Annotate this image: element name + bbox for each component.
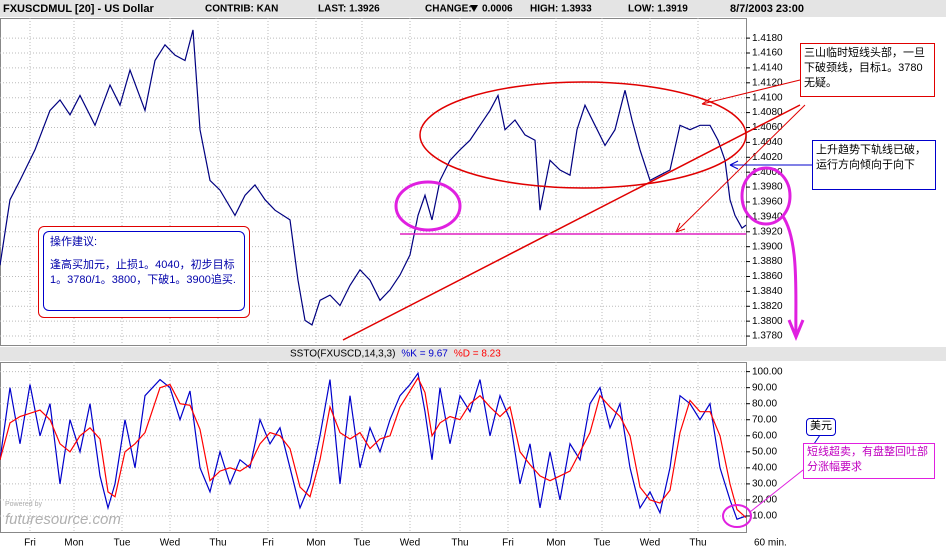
arrow [675,104,806,233]
arrowhead [701,97,713,107]
symbol: FXUSCDMUL [20] - US Dollar [3,3,154,15]
pink-arrow [780,214,798,336]
y-tick-label: 60.00 [752,430,777,441]
x-tick-label: Fri [262,538,274,549]
x-axis-label: 60 min. [754,538,787,549]
arrowhead [675,222,686,233]
watermark-site: futuresource.com [5,511,121,528]
x-tick-label: Tue [354,538,371,549]
pink-arrowhead [787,319,805,341]
x-tick-label: Fri [24,538,36,549]
usd-tag: 美元 [806,418,836,436]
data-line [0,29,747,326]
low: LOW: 1.3919 [628,4,688,15]
y-tick-label: 1.3860 [752,271,783,282]
x-tick-label: Thu [689,538,706,549]
y-tick-label: 1.3800 [752,316,783,327]
legend-entry: %K = 9.67 [401,349,448,360]
y-tick-label: 1.3840 [752,286,783,297]
indicator-bar [0,347,946,361]
x-tick-label: Mon [546,538,565,549]
y-tick-label: 1.4020 [752,152,783,163]
change-label: CHANGE: [425,4,472,15]
last: LAST: 1.3926 [318,4,380,15]
x-tick-label: Thu [209,538,226,549]
datetime: 8/7/2003 23:00 [730,3,804,15]
x-tick-label: Wed [640,538,660,549]
trend-line [342,104,801,341]
y-tick-label: 1.3780 [752,331,783,342]
pink-ellipse [740,166,792,226]
y-tick-label: 1.3920 [752,226,783,237]
y-tick-label: 80.00 [752,398,777,409]
note-top-right: 三山临时短线头部，一旦下破颈线，目标1。3780无疑。 [800,43,935,97]
y-tick-label: 50.00 [752,446,777,457]
y-tick-label: 1.3980 [752,182,783,193]
data-line [0,371,747,520]
down-arrow-icon [470,5,478,12]
y-tick-label: 1.4080 [752,107,783,118]
contrib: CONTRIB: KAN [205,4,278,15]
annotation-shapes [342,79,821,528]
change-value: 0.0006 [482,4,513,15]
pink-ellipse [394,180,462,232]
y-tick-label: 90.00 [752,382,777,393]
y-tick-label: 70.00 [752,414,777,425]
arrow [701,79,801,105]
y-tick-label: 1.3900 [752,241,783,252]
pink-ellipse [722,504,752,528]
x-tick-label: Wed [160,538,180,549]
y-tick-label: 10.00 [752,511,777,522]
data-line [0,376,747,519]
plot-layer: 1.3780 1.3800 1.3820 1.3840 1.3860 1.3880 1.39… [0,18,787,549]
y-tick-label: 1.4000 [752,167,783,178]
pink-line [749,469,804,513]
indicator-title: SSTO(FXUSCD,14,3,3) [290,349,395,360]
arrowhead [729,160,739,170]
y-tick-label: 1.3960 [752,197,783,208]
y-tick-label: 40.00 [752,462,777,473]
x-tick-label: Thu [451,538,468,549]
watermark-powered: Powered by [5,501,42,508]
x-tick-label: Tue [114,538,131,549]
legend-entry: %D = 8.23 [454,349,501,360]
header: FXUSCDMUL [20] - US Dollar CONTRIB: KAN … [3,3,804,15]
x-tick-label: Fri [502,538,514,549]
indicator-panel [0,362,747,533]
y-tick-label: 1.4180 [752,33,783,44]
x-tick-label: Tue [594,538,611,549]
y-tick-label: 1.3940 [752,212,783,223]
y-tick-label: 100.00 [752,366,783,377]
top-ellipse [419,81,747,189]
note-trend: 上升趋势下轨线已破，运行方向倾向于向下 [812,140,936,190]
y-tick-label: 1.3820 [752,301,783,312]
y-tick-label: 1.4160 [752,48,783,59]
advice-inner: 操作建议: 逢高买加元，止损1。4040，初步目标1。3780/1。3800，下… [43,231,245,311]
advice-outer: 操作建议: 逢高买加元，止损1。4040，初步目标1。3780/1。3800，下… [38,226,250,318]
y-tick-label: 1.4120 [752,77,783,88]
y-tick-label: 1.4100 [752,92,783,103]
high: HIGH: 1.3933 [530,4,592,15]
x-tick-label: Mon [306,538,325,549]
x-tick-label: Wed [400,538,420,549]
y-tick-label: 1.4060 [752,122,783,133]
y-tick-label: 30.00 [752,479,777,490]
note-oversold: 短线超卖，有盘整回吐部分涨幅要求 [803,443,935,479]
x-tick-label: Mon [64,538,83,549]
advice-text: 逢高买加元，止损1。4040，初步目标1。3780/1。3800，下破1。390… [50,259,236,286]
advice-title: 操作建议: [50,236,98,248]
y-tick-label: 1.3880 [752,256,783,267]
y-tick-label: 1.4140 [752,63,783,74]
